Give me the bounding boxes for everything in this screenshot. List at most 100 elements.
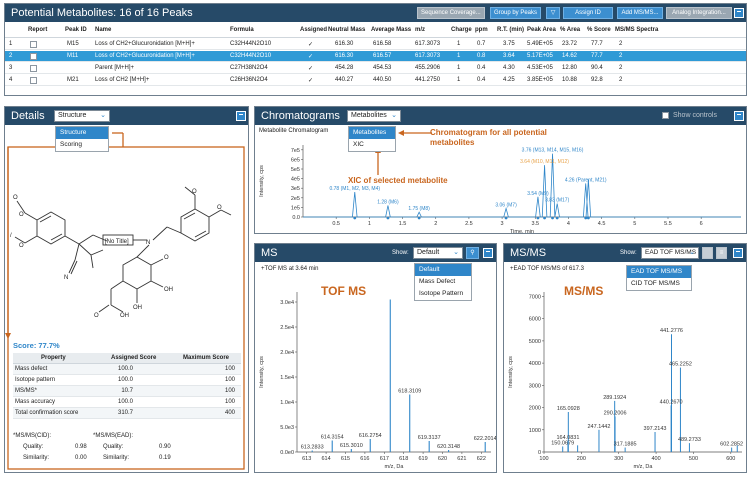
report-checkbox[interactable] [30, 77, 37, 84]
col-rt[interactable]: R.T. (min) [497, 27, 524, 33]
ead-label: *MS/MS(EAD): [93, 433, 134, 439]
menu-item-cid-tof[interactable]: CID TOF MS/MS [631, 280, 680, 287]
ms-search-button[interactable]: ⚲ [466, 247, 479, 259]
col-name[interactable]: Name [95, 27, 112, 33]
table-row[interactable]: 3 Parent [M+H]+ C27H38N2O4 ✓ 454.28 454.53 455… [5, 63, 746, 74]
menu-item-ead-tof[interactable]: EAD TOF MS/MS [627, 266, 691, 278]
cell-name: Parent [M+H]+ [95, 65, 135, 71]
score-col-assigned: Assigned Score [111, 355, 157, 361]
cell-area: 5.49E+05 [527, 41, 553, 47]
sequence-coverage-button[interactable]: Sequence Coverage... [417, 7, 485, 19]
cell-formula: C27H38N2O4 [230, 65, 268, 71]
cell-score: 77.7 [591, 41, 603, 47]
col-mz[interactable]: m/z [415, 27, 426, 33]
msms-panel: MS/MS Show: EAD TOF MS/MS ⌄ ≡ EAD TOF MS/… [503, 243, 747, 473]
cell-mz: 455.2906 [415, 65, 441, 71]
col-charge[interactable]: Charge [451, 27, 472, 33]
score-cell-m: 100 [224, 399, 235, 405]
msms-spectrum-chart[interactable]: 100 200 300 400 500 6000100020003000400050006… [504, 274, 746, 472]
menu-item-isotope-pattern[interactable]: Isotope Pattern [419, 290, 464, 297]
msms-view-select[interactable]: EAD TOF MS/MS ⌄ [641, 247, 699, 259]
cell-n: 1 [9, 41, 13, 47]
score-row: Mass defect 100.0 100 [13, 364, 241, 375]
menu-item-default[interactable]: Default [415, 264, 471, 276]
score-cell-a: 100.0 [117, 399, 133, 405]
atom-label: O [164, 255, 169, 261]
search-icon: ⚲ [470, 250, 475, 256]
details-view-select[interactable]: Structure ⌄ [54, 110, 110, 122]
menu-item-structure[interactable]: Structure [56, 127, 108, 139]
add-msms-button[interactable]: Add MS/MS... [617, 7, 663, 19]
details-view-menu: Structure Scoring [55, 126, 109, 152]
cell-n: 2 [9, 53, 13, 59]
col-assigned[interactable]: Assigned [300, 27, 328, 33]
col-neutral-mass[interactable]: Neutral Mass [328, 27, 366, 33]
maximize-icon[interactable] [734, 8, 744, 18]
filter-button[interactable]: ▽ [546, 7, 560, 19]
peak-label: 397.2143 [644, 426, 667, 432]
report-checkbox[interactable] [30, 53, 37, 60]
cell-score: 77.7 [591, 53, 603, 59]
y-tick-label: 2e5 [291, 196, 300, 202]
col-pct-area[interactable]: % Area [560, 27, 581, 33]
score-row: MS/MS* 10.7 100 [13, 386, 241, 397]
x-tick-label: 614 [322, 456, 331, 462]
msms-toolbar-button[interactable] [702, 247, 713, 259]
col-average-mass[interactable]: Average Mass [371, 27, 412, 33]
y-axis-label: Intensity, cps [508, 356, 514, 388]
atom-label: OH [164, 287, 173, 293]
msms-list-button[interactable]: ≡ [716, 247, 727, 259]
metabolites-panel: Potential Metabolites: 16 of 16 Peaks Se… [4, 3, 747, 96]
menu-item-metabolites[interactable]: Metabolites [349, 127, 395, 139]
x-tick-label: 4 [567, 221, 570, 227]
col-pct-score[interactable]: % Score [587, 27, 611, 33]
maximize-icon[interactable] [236, 111, 246, 121]
ms-spectrum-title: +TOF MS at 3.64 min [261, 266, 319, 272]
chromatogram-select[interactable]: Metabolites ⌄ [347, 110, 401, 122]
table-row[interactable]: 4 M21 Loss of CH2 [M+H]+ C26H36N2O4 ✓ 440.27 4… [5, 75, 746, 86]
y-tick-label: 5000 [529, 339, 541, 345]
peak-label: 3.06 (M7) [495, 202, 517, 208]
report-checkbox[interactable] [30, 41, 37, 48]
peak-label: 602.2852 [720, 442, 743, 448]
score-cell-a: 10.7 [121, 388, 133, 394]
table-row[interactable]: 2 M11 Loss of CH2+Glucuronidation [M+H]+ C3… [5, 51, 746, 62]
cell-ppm: 0.4 [477, 77, 486, 83]
score-cell-m: 400 [224, 410, 235, 416]
maximize-icon[interactable] [733, 248, 743, 258]
msms-title: MS/MS [510, 247, 547, 259]
score-cell-a: 310.7 [117, 410, 133, 416]
peak-label: 620.3148 [437, 444, 460, 450]
x-axis-label: Time, min [510, 229, 534, 233]
maximize-icon[interactable] [483, 248, 493, 258]
atom-label: N [64, 275, 68, 281]
col-peak-id[interactable]: Peak ID [65, 27, 87, 33]
peak-label: 465.2252 [669, 362, 692, 368]
annotation-arrow [398, 130, 432, 136]
cell-assigned: ✓ [308, 66, 314, 72]
peak-label: 615.3010 [340, 443, 363, 449]
ms-spectrum-chart[interactable]: 613 614 615 616 617 618 619 620 621 622 0.0e0 5.0e3… [255, 274, 496, 472]
menu-item-xic[interactable]: XIC [353, 141, 364, 148]
chevron-down-icon: ⌄ [391, 112, 397, 119]
col-ppm[interactable]: ppm [475, 27, 488, 33]
atom-label: O [217, 205, 222, 211]
col-msms-spectra[interactable]: MS/MS Spectra [615, 27, 659, 33]
maximize-icon[interactable] [734, 111, 744, 121]
col-peak-area[interactable]: Peak Area [527, 27, 556, 33]
analog-integration-button[interactable]: Analog Integration... [666, 7, 732, 19]
peak-label: 3.76 (M13, M14, M15, M16) [522, 148, 584, 154]
ms-view-select[interactable]: Default ⌄ [413, 247, 463, 259]
group-by-peaks-button[interactable]: Group by Peaks [490, 7, 542, 19]
y-tick-label: 5.0e3 [280, 425, 294, 431]
menu-item-scoring[interactable]: Scoring [60, 141, 83, 148]
table-row[interactable]: 1 M15 Loss of CH2+Glucuronidation [M+H]+ C3… [5, 39, 746, 50]
chromatogram-chart[interactable]: 0.5 1 1.5 2 2.5 3 3.5 4 4.5 5 5.5 6 0.0 1e5 2e5 3e5 4e5 5… [255, 127, 746, 233]
col-formula[interactable]: Formula [230, 27, 254, 33]
assign-id-button[interactable]: Assign ID [563, 7, 613, 19]
show-controls-checkbox[interactable] [662, 112, 669, 119]
report-checkbox[interactable] [30, 65, 37, 72]
y-tick-label: 1000 [529, 428, 541, 434]
col-report[interactable]: Report [28, 27, 48, 33]
menu-item-mass-defect[interactable]: Mass Defect [419, 278, 456, 285]
